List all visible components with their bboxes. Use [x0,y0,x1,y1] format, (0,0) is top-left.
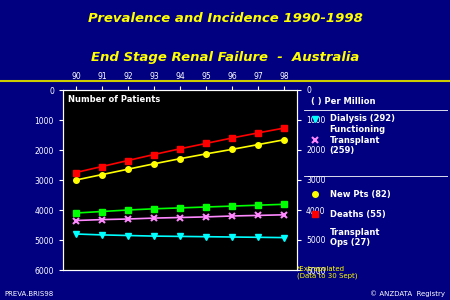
Text: Prevalence and Incidence 1990-1998: Prevalence and Incidence 1990-1998 [88,12,362,25]
Text: Number of Patients: Number of Patients [68,95,160,104]
Text: PREVA.BRIS98: PREVA.BRIS98 [4,291,54,297]
Text: © ANZDATA  Registry: © ANZDATA Registry [370,290,446,297]
Text: End Stage Renal Failure  -  Australia: End Stage Renal Failure - Australia [91,51,359,64]
Text: Transplant
Ops (27): Transplant Ops (27) [330,228,380,247]
Text: *Extrapolated
(Data to 30 Sept): *Extrapolated (Data to 30 Sept) [297,266,357,279]
Text: Deaths (55): Deaths (55) [330,210,385,219]
Text: Functioning
Transplant
(259): Functioning Transplant (259) [330,125,386,155]
Text: Dialysis (292): Dialysis (292) [330,114,395,123]
Text: ( ) Per Million: ( ) Per Million [311,97,375,106]
Text: New Pts (82): New Pts (82) [330,190,391,199]
